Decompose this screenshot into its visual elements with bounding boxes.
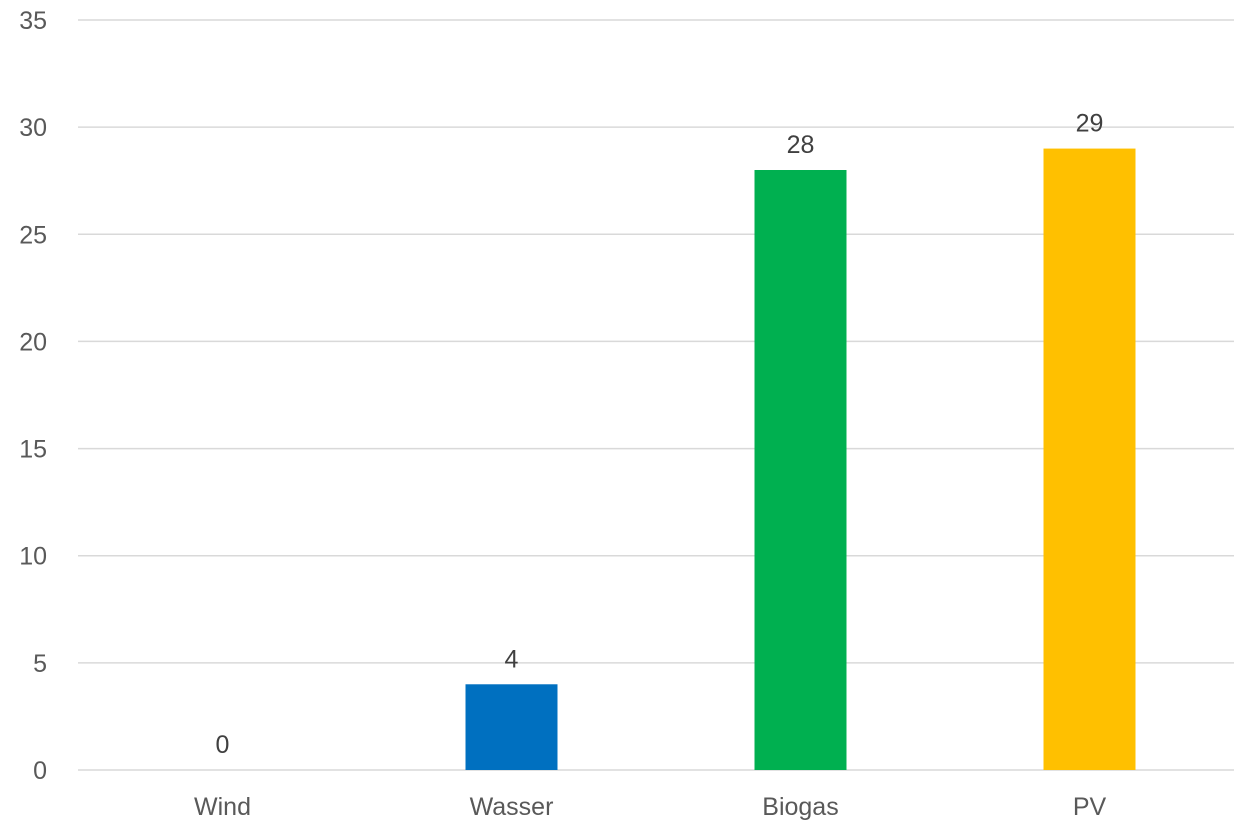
bar xyxy=(1043,148,1136,771)
y-tick-label: 10 xyxy=(19,543,47,571)
data-label: 28 xyxy=(787,131,815,159)
x-category-label: Biogas xyxy=(762,793,838,821)
y-tick-label: 15 xyxy=(19,436,47,464)
y-axis-tick-labels: 0 5 10 15 20 25 30 35 xyxy=(19,7,47,785)
y-tick-label: 20 xyxy=(19,328,47,356)
data-labels: 0 4 28 29 xyxy=(216,110,1104,759)
data-label: 29 xyxy=(1076,110,1104,138)
x-category-label: Wasser xyxy=(470,793,554,821)
data-label: 0 xyxy=(216,731,230,759)
bar xyxy=(754,170,847,770)
y-tick-label: 30 xyxy=(19,114,47,142)
y-tick-label: 0 xyxy=(33,757,47,785)
bar xyxy=(465,684,558,770)
y-tick-label: 5 xyxy=(33,650,47,678)
gridlines xyxy=(78,19,1234,771)
bars xyxy=(465,148,1136,771)
x-category-label: Wind xyxy=(194,793,251,821)
x-category-label: PV xyxy=(1073,793,1107,821)
data-label: 4 xyxy=(505,645,519,673)
y-tick-label: 35 xyxy=(19,7,47,35)
x-axis-category-labels: Wind Wasser Biogas PV xyxy=(194,793,1106,821)
y-tick-label: 25 xyxy=(19,221,47,249)
